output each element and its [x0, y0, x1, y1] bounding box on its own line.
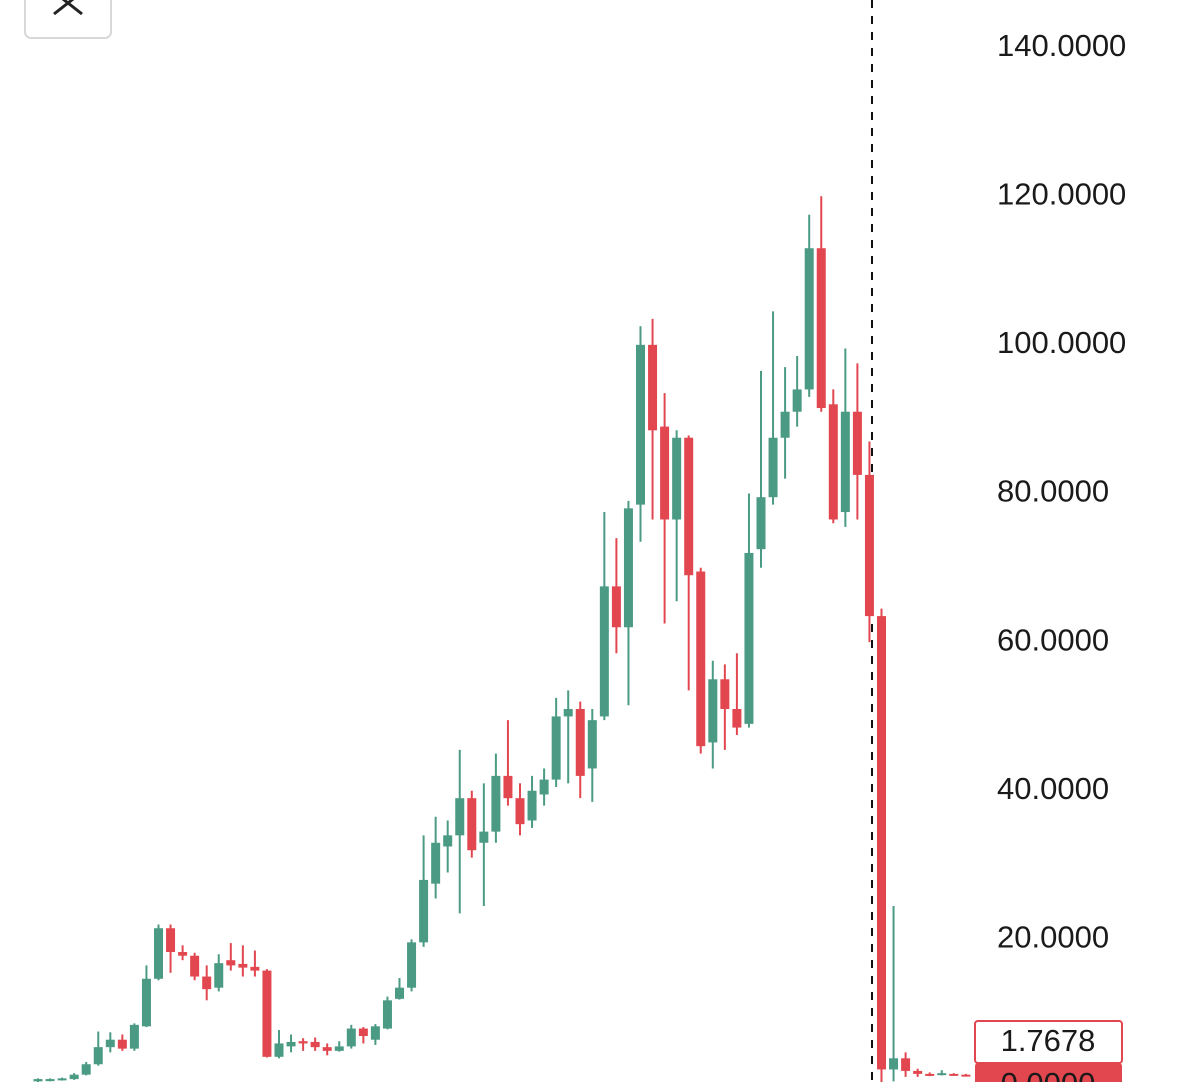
y-tick-label: 120.0000 — [997, 176, 1126, 211]
candle-body — [696, 571, 706, 747]
candle-body — [33, 1079, 43, 1082]
candles — [33, 196, 971, 1082]
last-tag-label: 0.0000 — [1001, 1066, 1096, 1082]
candle-body — [539, 779, 549, 795]
candle-body — [479, 831, 489, 843]
candle-body — [816, 248, 826, 409]
candle-body — [828, 404, 838, 520]
candle-body — [190, 955, 200, 977]
candle-body — [515, 798, 525, 825]
candle-body — [117, 1039, 127, 1049]
candle-body — [322, 1047, 332, 1051]
candle-body — [768, 437, 778, 498]
candle-body — [310, 1041, 320, 1048]
last-tag-box — [975, 1063, 1122, 1082]
candle-body — [105, 1039, 115, 1048]
candle-body — [407, 942, 417, 988]
last-price-label: 1.7678 — [1001, 1023, 1096, 1058]
candle-body — [913, 1070, 923, 1074]
close-icon[interactable] — [53, 0, 83, 16]
candle-body — [202, 976, 212, 990]
candle-body — [744, 552, 754, 724]
candle-body — [840, 411, 850, 513]
candle-body — [346, 1028, 356, 1047]
candle-body — [720, 679, 730, 709]
candle-body — [660, 426, 670, 520]
y-tick-label: 60.0000 — [997, 622, 1109, 657]
candle-body — [901, 1058, 911, 1071]
candle-body — [792, 389, 802, 412]
candle-body — [262, 970, 272, 1057]
candle-body — [684, 437, 694, 576]
candle-body — [575, 708, 585, 776]
candle-body — [455, 798, 465, 836]
candle-body — [81, 1064, 91, 1075]
candle-body — [636, 344, 645, 505]
candle-body — [129, 1024, 139, 1049]
candle-body — [804, 248, 814, 390]
candle-body — [382, 1000, 392, 1029]
candle-body — [178, 952, 188, 956]
candle-body — [334, 1046, 344, 1051]
candle-body — [648, 344, 658, 431]
candle-body — [370, 1026, 380, 1040]
candle-body — [491, 775, 501, 832]
close-button-frame[interactable] — [24, 0, 112, 39]
candle-body — [443, 835, 453, 847]
candle-body — [889, 1058, 899, 1070]
y-tick-label: 40.0000 — [997, 771, 1109, 806]
candle-body — [563, 708, 573, 717]
candle-body — [937, 1073, 947, 1076]
candle-body — [238, 963, 248, 968]
y-tick-label: 140.0000 — [997, 28, 1126, 63]
candle-body — [286, 1041, 296, 1047]
candle-body — [864, 474, 874, 617]
price-axis: 20.0000 40.0000 60.0000 80.0000 100.0000 120.… — [974, 28, 1126, 1082]
close-button[interactable] — [24, 0, 112, 39]
candle-body — [93, 1047, 103, 1065]
candle-body — [780, 411, 790, 438]
candle-body — [503, 775, 513, 799]
candle-body — [57, 1078, 67, 1081]
candle-body — [69, 1074, 79, 1080]
candle-body — [166, 928, 176, 953]
candle-body — [961, 1074, 971, 1077]
candle-body — [852, 411, 862, 475]
candle-body — [732, 708, 742, 728]
candle-body — [298, 1041, 308, 1044]
candle-body — [274, 1043, 284, 1057]
candle-body — [154, 928, 163, 979]
candle-body — [877, 616, 886, 1070]
y-tick-label: 100.0000 — [997, 325, 1126, 360]
y-tick-label: 20.0000 — [997, 920, 1109, 955]
candle-body — [358, 1028, 368, 1036]
candle-body — [419, 879, 429, 943]
candle-body — [599, 586, 609, 717]
candle-body — [611, 586, 621, 628]
candle-body — [467, 798, 477, 851]
candle-body — [925, 1073, 935, 1076]
candle-body — [226, 960, 236, 966]
candle-body — [250, 966, 260, 971]
candle-body — [45, 1079, 55, 1082]
candle-body — [672, 437, 682, 520]
candle-body — [756, 497, 766, 550]
y-tick-label: 80.0000 — [997, 474, 1109, 509]
candle-body — [395, 987, 404, 999]
candle-body — [587, 720, 597, 769]
candle-body — [431, 842, 441, 884]
candle-body — [214, 963, 224, 988]
candle-body — [623, 508, 633, 628]
candle-body — [708, 679, 718, 743]
candle-body — [141, 978, 151, 1027]
candle-body — [551, 716, 561, 780]
candle-body — [527, 790, 537, 821]
candle-body — [949, 1073, 959, 1076]
